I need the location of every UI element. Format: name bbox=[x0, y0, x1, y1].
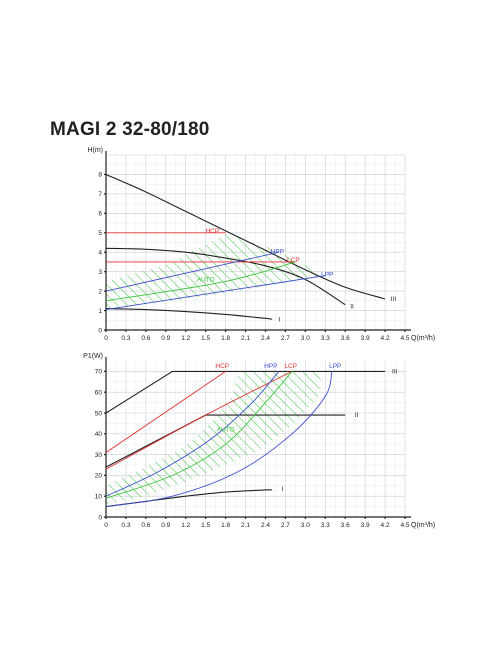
head-x-tick-label: 1.2 bbox=[181, 335, 190, 342]
power-label-auto: AUTO bbox=[217, 427, 235, 434]
head-y-tick-label: 6 bbox=[98, 211, 102, 218]
head-x-axis-label: Q(m³/h) bbox=[411, 335, 435, 342]
head-x-tick-label: 2.1 bbox=[241, 335, 250, 342]
head-y-axis-label: H(m) bbox=[87, 147, 103, 154]
head-curve-auto bbox=[105, 261, 296, 302]
power-x-tick-label: 2.7 bbox=[281, 522, 290, 529]
power-y-tick-label: 40 bbox=[95, 431, 103, 438]
power-curve-iii bbox=[105, 370, 386, 414]
head-y-tick-label: 0 bbox=[98, 327, 102, 334]
power-curve-auto bbox=[105, 371, 293, 499]
head-label-hcp: HCP bbox=[205, 228, 219, 235]
head-x-tick-label: 0.3 bbox=[121, 335, 130, 342]
power-x-tick-label: 1.5 bbox=[201, 522, 210, 529]
head-y-tick-label: 7 bbox=[98, 191, 102, 198]
power-x-tick-label: 3.9 bbox=[361, 522, 370, 529]
head-label-auto: AUTO bbox=[197, 276, 215, 283]
head-label-iii: III bbox=[391, 296, 397, 303]
power-label-lcp: LCP bbox=[284, 363, 297, 370]
head-auto-area bbox=[106, 232, 326, 309]
head-label-i: I bbox=[278, 316, 280, 323]
head-x-tick-label: 4.2 bbox=[381, 335, 390, 342]
power-y-tick-label: 50 bbox=[95, 410, 103, 417]
head-y-tick-label: 3 bbox=[98, 269, 102, 276]
power-x-tick-label: 4.5 bbox=[400, 522, 409, 529]
power-auto-area bbox=[106, 371, 322, 505]
head-curve-iii bbox=[105, 173, 386, 300]
power-x-tick-label: 3.3 bbox=[321, 522, 330, 529]
power-curve-hcp bbox=[105, 371, 226, 453]
power-y-tick-label: 20 bbox=[95, 473, 103, 480]
head-label-lcp: LCP bbox=[287, 257, 300, 264]
head-x-tick-label: 3.6 bbox=[341, 335, 350, 342]
power-x-tick-label: 4.2 bbox=[381, 522, 390, 529]
head-x-tick-label: 3.3 bbox=[321, 335, 330, 342]
power-curve-hpp bbox=[105, 371, 280, 497]
power-label-hcp: HCP bbox=[215, 363, 229, 370]
power-y-tick-label: 70 bbox=[95, 369, 103, 376]
power-x-tick-label: 0.3 bbox=[121, 522, 130, 529]
power-x-tick-label: 2.1 bbox=[241, 522, 250, 529]
head-x-tick-label: 0.6 bbox=[141, 335, 150, 342]
power-label-iii: III bbox=[392, 368, 398, 375]
power-y-tick-label: 10 bbox=[95, 494, 103, 501]
head-x-tick-label: 3.0 bbox=[301, 335, 310, 342]
power-label-lpp: LPP bbox=[329, 363, 341, 370]
head-x-tick-label: 1.8 bbox=[221, 335, 230, 342]
power-curve-lcp bbox=[105, 370, 293, 470]
head-curve-i bbox=[105, 308, 273, 320]
head-x-tick-label: 3.9 bbox=[361, 335, 370, 342]
power-x-tick-label: 1.2 bbox=[181, 522, 190, 529]
power-y-tick-label: 30 bbox=[95, 452, 103, 459]
head-x-tick-label: 2.4 bbox=[261, 335, 270, 342]
head-label-ii: II bbox=[350, 304, 354, 311]
head-y-tick-label: 4 bbox=[98, 250, 102, 257]
power-x-tick-label: 0.9 bbox=[161, 522, 170, 529]
head-curve-lpp bbox=[105, 275, 326, 311]
head-label-hpp: HPP bbox=[271, 248, 284, 255]
power-chart: 0 0.3 0.6 0.9 1.2 1.5 1.8 2.1 2.4 2.7 3.0 3.3 3.6 3.9… bbox=[83, 353, 435, 529]
power-x-tick-label: 3.6 bbox=[341, 522, 350, 529]
power-x-tick-label: 0 bbox=[104, 522, 108, 529]
power-x-tick-label: 2.4 bbox=[261, 522, 270, 529]
head-x-tick-label: 1.5 bbox=[201, 335, 210, 342]
head-curve-hpp bbox=[105, 251, 279, 292]
power-curve-lpp bbox=[105, 371, 333, 508]
head-y-tick-label: 2 bbox=[98, 288, 102, 295]
head-y-tick-label: 1 bbox=[98, 308, 102, 315]
power-x-axis-label: Q(m³/h) bbox=[411, 522, 435, 529]
power-x-tick-label: 0.6 bbox=[141, 522, 150, 529]
power-y-tick-label: 60 bbox=[95, 390, 103, 397]
head-curve-ii bbox=[105, 247, 346, 306]
power-label-hpp: HPP bbox=[264, 363, 277, 370]
power-y-axis-label: P1(W) bbox=[83, 353, 103, 360]
head-y-tick-label: 5 bbox=[98, 230, 102, 237]
power-label-i: I bbox=[282, 486, 284, 493]
head-label-lpp: LPP bbox=[321, 272, 333, 279]
power-x-tick-label: 3.0 bbox=[301, 522, 310, 529]
head-x-tick-label: 4.5 bbox=[400, 335, 409, 342]
head-x-tick-label: 0.9 bbox=[161, 335, 170, 342]
head-x-tick-label: 0 bbox=[104, 335, 108, 342]
head-chart: 0 0.3 0.6 0.9 1.2 1.5 1.8 2.1 2.4 2.7 3.0 3.3 3.6 3.9… bbox=[87, 147, 435, 342]
power-x-tick-label: 1.8 bbox=[221, 522, 230, 529]
power-label-ii: II bbox=[355, 412, 359, 419]
page-title: MAGI 2 32-80/180 bbox=[50, 119, 210, 140]
head-x-tick-label: 2.7 bbox=[281, 335, 290, 342]
power-y-tick-label: 0 bbox=[98, 514, 102, 521]
head-y-tick-label: 8 bbox=[98, 172, 102, 179]
